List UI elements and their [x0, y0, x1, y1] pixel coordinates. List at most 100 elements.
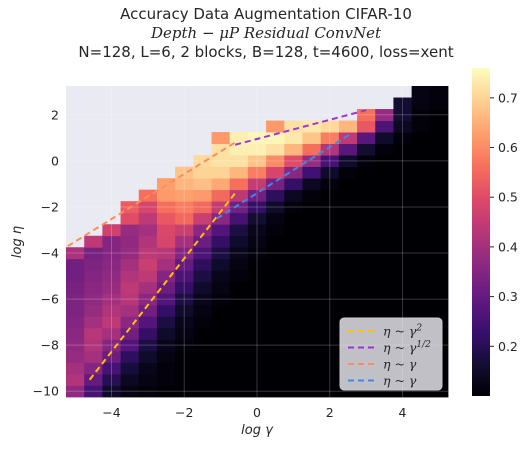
heatmap-cell	[193, 293, 212, 306]
heatmap-cell	[156, 293, 176, 306]
heatmap-cell	[102, 304, 121, 317]
heatmap-cell	[284, 189, 303, 202]
heatmap-cell	[411, 304, 431, 317]
heatmap-cell	[102, 373, 121, 386]
heatmap-cell	[175, 281, 194, 294]
heatmap-cell	[120, 350, 140, 363]
heatmap-cell	[156, 189, 176, 202]
heatmap-cell	[247, 304, 267, 317]
heatmap-cell	[247, 258, 267, 271]
heatmap-cell	[211, 373, 231, 386]
heatmap-cell	[429, 281, 449, 294]
heatmap-cell	[320, 270, 340, 283]
heatmap-cell	[284, 350, 303, 363]
heatmap-cell	[120, 247, 140, 260]
heatmap-cell	[411, 178, 431, 191]
heatmap-cell	[284, 155, 303, 168]
heatmap-cell	[138, 373, 158, 386]
heatmap-cell	[229, 350, 249, 363]
heatmap-cell	[429, 120, 449, 133]
heatmap-cell	[120, 373, 140, 386]
x-tick-label: 4	[399, 405, 407, 420]
heatmap-cell	[229, 178, 249, 191]
heatmap-cell	[338, 224, 358, 237]
heatmap-cell	[266, 339, 285, 352]
heatmap-cell	[247, 212, 267, 225]
heatmap-cell	[102, 235, 121, 248]
heatmap-cell	[66, 281, 85, 294]
heatmap-cell	[357, 212, 376, 225]
heatmap-cell	[193, 270, 212, 283]
heatmap-cell	[320, 281, 340, 294]
heatmap-cell	[247, 143, 267, 156]
heatmap-cell	[138, 235, 158, 248]
heatmap-cell	[357, 235, 376, 248]
heatmap-cell	[375, 270, 394, 283]
heatmap-cell	[66, 350, 85, 363]
heatmap-cell	[266, 143, 285, 156]
heatmap-cell	[393, 293, 413, 306]
heatmap-cell	[375, 166, 394, 179]
colorbar	[472, 68, 490, 396]
heatmap-cell	[284, 132, 303, 144]
heatmap-cell	[229, 293, 249, 306]
heatmap-cell	[193, 304, 212, 317]
heatmap-cell	[84, 362, 103, 375]
heatmap-cell	[120, 385, 140, 398]
heatmap-cell	[211, 201, 231, 214]
heatmap-cell	[320, 132, 340, 144]
heatmap-cell	[266, 258, 285, 271]
heatmap-cell	[156, 178, 176, 191]
heatmap-cell	[84, 385, 103, 398]
legend-entry: η ~ γ	[383, 373, 417, 388]
heatmap-cell	[393, 304, 413, 317]
heatmap-cell	[393, 247, 413, 260]
heatmap-cell	[338, 143, 358, 156]
heatmap-cell	[120, 258, 140, 271]
heatmap-cell	[175, 350, 194, 363]
heatmap-cell	[320, 339, 340, 352]
heatmap-cell	[429, 178, 449, 191]
heatmap-cell	[102, 224, 121, 237]
heatmap-cell	[138, 350, 158, 363]
heatmap-cell	[302, 293, 322, 306]
heatmap-cell	[266, 155, 285, 168]
heatmap-cell	[302, 350, 322, 363]
heatmap-cell	[229, 327, 249, 340]
heatmap-cell	[66, 293, 85, 306]
heatmap-cell	[393, 189, 413, 202]
heatmap-cell	[338, 212, 358, 225]
heatmap-cell	[266, 235, 285, 248]
heatmap-cell	[393, 97, 413, 110]
heatmap-cell	[429, 293, 449, 306]
heatmap-cell	[156, 316, 176, 329]
heatmap-cell	[102, 385, 121, 398]
heatmap-cell	[66, 362, 85, 375]
heatmap-cell	[320, 166, 340, 179]
heatmap-cell	[102, 327, 121, 340]
heatmap-cell	[211, 178, 231, 191]
heatmap-cell	[357, 201, 376, 214]
heatmap-cell	[66, 385, 85, 398]
heatmap-cell	[120, 362, 140, 375]
heatmap-cell	[357, 143, 376, 156]
heatmap-cell	[229, 304, 249, 317]
heatmap-cell	[266, 362, 285, 375]
heatmap-cell	[193, 258, 212, 271]
colorbar-tick-label: 0.6	[498, 140, 518, 155]
heatmap-cell	[120, 304, 140, 317]
heatmap-cell	[284, 178, 303, 191]
heatmap-cell	[320, 350, 340, 363]
heatmap-cell	[284, 293, 303, 306]
legend-box	[339, 317, 443, 391]
heatmap-cell	[175, 258, 194, 271]
heatmap-cell	[284, 201, 303, 214]
heatmap-cell	[302, 189, 322, 202]
heatmap-cell	[375, 293, 394, 306]
heatmap-cell	[338, 385, 358, 398]
heatmap-cell	[320, 373, 340, 386]
heatmap-cell	[102, 293, 121, 306]
fit-line-2	[234, 109, 367, 146]
heatmap-cell	[156, 350, 176, 363]
heatmap-cell	[138, 258, 158, 271]
